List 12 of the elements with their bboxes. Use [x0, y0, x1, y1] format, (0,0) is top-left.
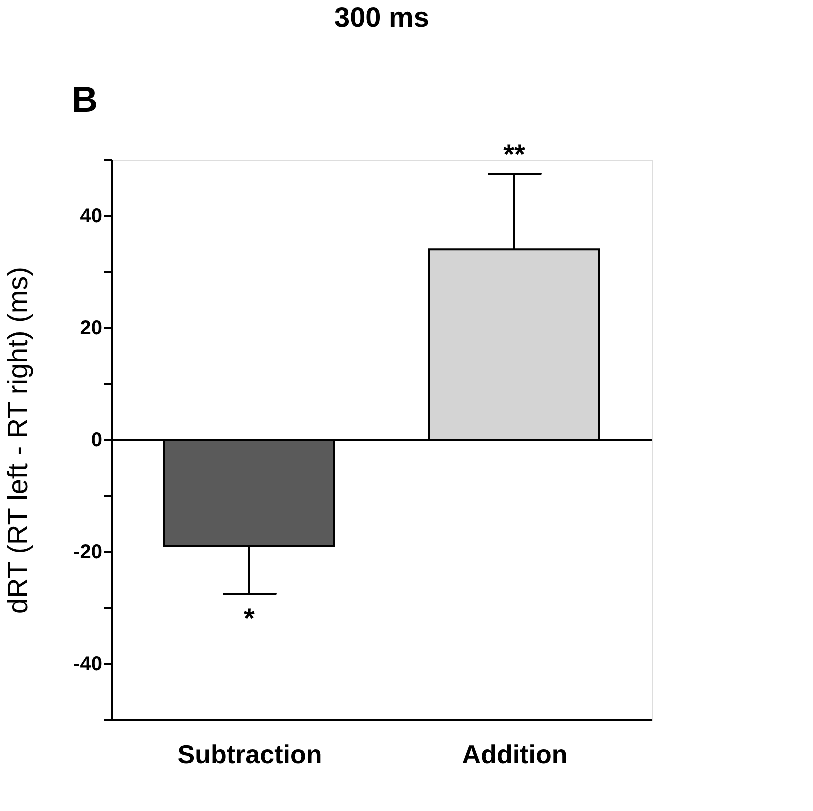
y-tick-label: 20	[80, 318, 102, 340]
y-tick-label: 0	[91, 430, 102, 452]
annotation: *	[244, 603, 256, 634]
y-tick-label: -20	[74, 542, 102, 564]
y-axis-title: dRT (RT left - RT right) (ms)	[2, 267, 34, 614]
text: B	[72, 79, 98, 120]
x-tick-label: Subtraction	[178, 740, 322, 770]
annotation: **	[504, 139, 526, 170]
chart-title: 300 ms	[334, 2, 430, 33]
x-tick-label: Addition	[462, 740, 568, 770]
y-tick-label: 40	[80, 206, 102, 228]
y-tick-label: -40	[74, 654, 102, 676]
